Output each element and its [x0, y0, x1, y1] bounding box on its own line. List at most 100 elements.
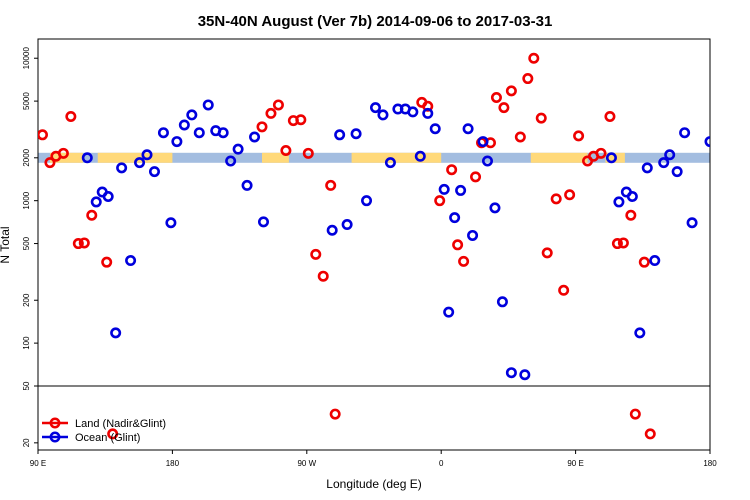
ocean-point	[658, 157, 670, 169]
x-axis-label: Longitude (deg E)	[326, 477, 421, 491]
land-point	[38, 129, 48, 141]
ocean-point	[634, 327, 646, 339]
ocean-point	[326, 224, 338, 236]
ocean-point	[341, 219, 353, 231]
y-axis-label: N Total	[0, 226, 12, 263]
land-point	[550, 193, 562, 205]
ocean-point	[225, 155, 237, 167]
land-point	[558, 284, 570, 296]
land-band-segment	[97, 152, 173, 163]
ocean-point	[489, 202, 501, 214]
land-point	[280, 145, 292, 157]
ocean-point	[443, 306, 455, 318]
ocean-point	[641, 162, 653, 174]
ocean-point	[679, 127, 691, 139]
x-axis-ticks: 90 E 180 90 W 0 90 E 180	[30, 450, 717, 468]
ocean-point	[141, 149, 153, 161]
legend: Land (Nadir&Glint) Ocean (Glint)	[42, 417, 166, 444]
ocean-point	[664, 149, 676, 161]
ocean-point	[649, 255, 661, 267]
ocean-point	[148, 166, 160, 178]
y-tick-label: 10000	[22, 47, 31, 70]
land-point	[505, 85, 517, 97]
land-point	[434, 195, 446, 207]
ocean-point	[134, 157, 146, 169]
y-tick-label: 500	[22, 236, 31, 250]
x-tick-label: 0	[439, 459, 444, 468]
land-point	[57, 147, 69, 159]
ocean-point	[377, 109, 389, 121]
land-point	[638, 256, 650, 268]
ocean-point	[125, 255, 137, 267]
ocean-point	[110, 327, 122, 339]
y-tick-label: 2000	[22, 148, 31, 166]
ocean-point	[613, 196, 625, 208]
land-point	[490, 92, 502, 104]
land-point	[573, 130, 585, 142]
land-point	[541, 247, 553, 259]
land-point	[329, 408, 341, 420]
ocean-point	[455, 184, 467, 196]
ocean-point	[505, 367, 517, 379]
land-point	[604, 110, 616, 122]
land-point	[265, 107, 277, 119]
land-point	[564, 189, 576, 201]
ocean-point	[90, 196, 102, 208]
ocean-point	[350, 128, 362, 140]
land-point	[644, 428, 656, 440]
land-point	[65, 110, 77, 122]
ocean-point	[178, 119, 190, 131]
land-point	[446, 164, 458, 176]
land-point	[44, 157, 56, 169]
ocean-point	[217, 127, 229, 139]
land-point	[72, 238, 84, 250]
ocean-point	[116, 162, 128, 174]
land-point	[325, 179, 337, 191]
y-tick-label: 200	[22, 293, 31, 307]
land-point	[78, 237, 90, 249]
land-point	[107, 428, 119, 440]
ocean-point	[186, 109, 198, 121]
ocean-point	[712, 121, 720, 129]
ocean-point	[81, 152, 93, 164]
land-point	[302, 147, 314, 159]
x-tick-label: 90 E	[30, 459, 46, 468]
ocean-point	[369, 102, 381, 114]
land-point	[310, 248, 322, 260]
x-tick-label: 90 E	[567, 459, 583, 468]
axes	[37, 38, 711, 451]
land-point	[272, 99, 284, 111]
ocean-point	[462, 123, 474, 135]
y-tick-label: 100	[22, 336, 31, 350]
ocean-point	[334, 129, 346, 141]
x-tick-label: 180	[703, 459, 717, 468]
land-point	[458, 255, 470, 267]
y-tick-label: 50	[22, 381, 31, 390]
legend-ocean-marker	[49, 431, 61, 443]
y-tick-label: 20	[22, 438, 31, 447]
ocean-point	[496, 296, 508, 308]
land-point	[498, 102, 510, 114]
land-point	[625, 209, 637, 221]
ocean-point	[157, 127, 169, 139]
ocean-point	[384, 157, 396, 169]
data-points	[38, 52, 720, 491]
ocean-point	[686, 217, 698, 229]
land-point	[86, 209, 98, 221]
ocean-point	[171, 136, 183, 148]
ocean-point	[193, 127, 205, 139]
land-point	[470, 171, 482, 183]
legend-ocean-label: Ocean (Glint)	[75, 432, 140, 444]
ocean-point	[414, 150, 426, 162]
land-point	[317, 270, 329, 282]
land-point	[117, 483, 125, 491]
ocean-point	[519, 369, 531, 381]
land-band-segment	[262, 152, 289, 163]
land-band-segment	[530, 152, 588, 163]
y-axis-ticks: 20 50 100 200 500 1000 2000 5000 10000	[22, 47, 38, 447]
ocean-point	[422, 107, 434, 119]
land-point	[611, 238, 623, 250]
ocean-point	[626, 190, 638, 202]
ocean-point	[407, 106, 419, 118]
x-tick-label: 180	[166, 459, 180, 468]
